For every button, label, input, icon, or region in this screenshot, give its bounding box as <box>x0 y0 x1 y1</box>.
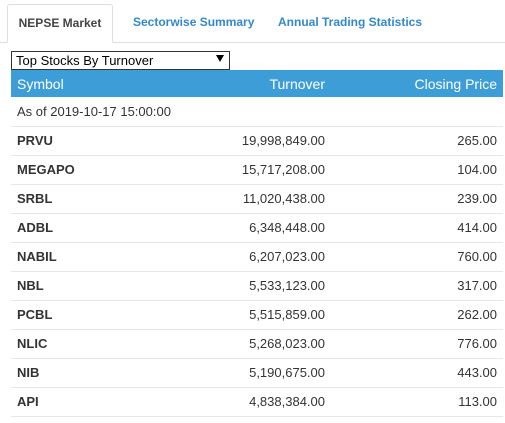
stock-filter-selected-value: Top Stocks By Turnover <box>16 53 154 68</box>
stock-symbol: NLIC <box>11 329 161 359</box>
table-row: API 4,838,384.00 113.00 <box>11 387 503 417</box>
stock-turnover: 15,717,208.00 <box>161 155 331 185</box>
stock-turnover: 5,268,023.00 <box>161 329 331 359</box>
top-stocks-table: Symbol Turnover Closing Price As of 2019… <box>11 70 503 417</box>
tab-annual-trading-statistics[interactable]: Annual Trading Statistics <box>278 15 423 29</box>
stock-closing-price: 776.00 <box>331 329 503 359</box>
stock-filter-select[interactable]: Top Stocks By Turnover <box>11 51 230 70</box>
table-row: NBL 5,533,123.00 317.00 <box>11 271 503 301</box>
stock-symbol: PCBL <box>11 300 161 330</box>
table-row: NLIC 5,268,023.00 776.00 <box>11 329 503 359</box>
stock-symbol: MEGAPO <box>11 155 161 185</box>
table-row: NABIL 6,207,023.00 760.00 <box>11 242 503 272</box>
stock-symbol: NABIL <box>11 242 161 272</box>
stock-turnover: 11,020,438.00 <box>161 184 331 214</box>
table-row: PRVU 19,998,849.00 265.00 <box>11 126 503 156</box>
market-tabs: NEPSE Market Sectorwise Summary Annual T… <box>0 0 505 43</box>
stock-symbol: SRBL <box>11 184 161 214</box>
stock-closing-price: 443.00 <box>331 358 503 388</box>
stock-symbol: NIB <box>11 358 161 388</box>
stock-closing-price: 262.00 <box>331 300 503 330</box>
table-row: ADBL 6,348,448.00 414.00 <box>11 213 503 243</box>
stock-closing-price: 265.00 <box>331 126 503 156</box>
table-body: As of 2019-10-17 15:00:00 PRVU 19,998,849… <box>11 97 503 417</box>
stock-symbol: API <box>11 387 161 417</box>
table-row: SRBL 11,020,438.00 239.00 <box>11 184 503 214</box>
stock-turnover: 6,207,023.00 <box>161 242 331 272</box>
table-row: PCBL 5,515,859.00 262.00 <box>11 300 503 330</box>
as-of-timestamp: As of 2019-10-17 15:00:00 <box>11 97 503 127</box>
stock-turnover: 19,998,849.00 <box>161 126 331 156</box>
table-header-row: Symbol Turnover Closing Price <box>11 70 503 97</box>
stock-closing-price: 317.00 <box>331 271 503 301</box>
turnover-column-header: Turnover <box>161 70 331 97</box>
stock-closing-price: 414.00 <box>331 213 503 243</box>
table-row: MEGAPO 15,717,208.00 104.00 <box>11 155 503 185</box>
tab-sectorwise-summary[interactable]: Sectorwise Summary <box>133 15 255 29</box>
stock-symbol: NBL <box>11 271 161 301</box>
stock-turnover: 5,190,675.00 <box>161 358 331 388</box>
stock-closing-price: 760.00 <box>331 242 503 272</box>
stock-symbol: PRVU <box>11 126 161 156</box>
stock-closing-price: 113.00 <box>331 387 503 417</box>
stock-symbol: ADBL <box>11 213 161 243</box>
dropdown-arrow-icon <box>216 55 224 62</box>
stock-turnover: 6,348,448.00 <box>161 213 331 243</box>
stock-turnover: 5,515,859.00 <box>161 300 331 330</box>
symbol-column-header: Symbol <box>11 70 161 97</box>
stock-turnover: 5,533,123.00 <box>161 271 331 301</box>
tab-nepse-market[interactable]: NEPSE Market <box>7 4 113 43</box>
stock-closing-price: 239.00 <box>331 184 503 214</box>
table-row: NIB 5,190,675.00 443.00 <box>11 358 503 388</box>
as-of-row: As of 2019-10-17 15:00:00 <box>11 97 503 127</box>
stock-turnover: 4,838,384.00 <box>161 387 331 417</box>
closing-price-column-header: Closing Price <box>331 70 503 97</box>
stock-closing-price: 104.00 <box>331 155 503 185</box>
